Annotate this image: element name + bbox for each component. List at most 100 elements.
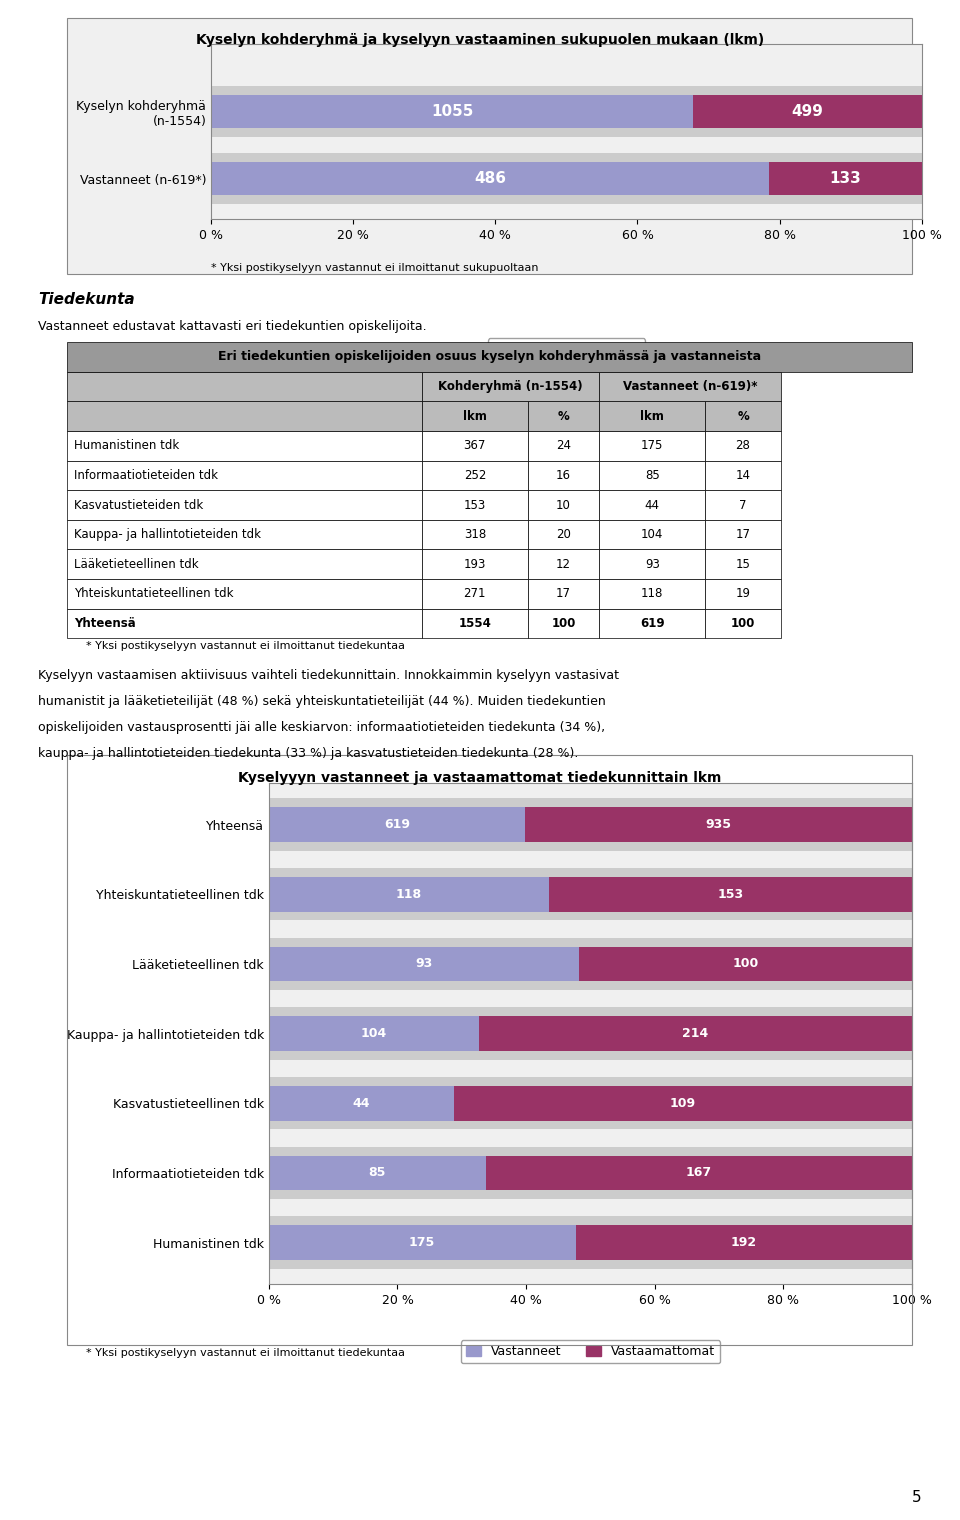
Bar (67, 342, 912, 372)
Bar (422, 550, 528, 579)
Text: %: % (737, 409, 749, 423)
Bar (269, 1146, 912, 1199)
Text: Eri tiedekuntien opiskelijoiden osuus kyselyn kohderyhmässä ja vastanneista: Eri tiedekuntien opiskelijoiden osuus ky… (218, 350, 761, 363)
Bar (422, 401, 528, 432)
Text: 15: 15 (735, 558, 751, 572)
Bar (269, 1017, 479, 1050)
Text: 118: 118 (641, 587, 663, 600)
Text: Humanistinen tdk: Humanistinen tdk (74, 439, 180, 453)
Bar (705, 550, 781, 579)
Bar (599, 491, 705, 520)
Text: Kasvatustieteiden tdk: Kasvatustieteiden tdk (74, 499, 204, 512)
Text: lkm: lkm (463, 409, 487, 423)
Text: 104: 104 (641, 527, 663, 541)
Text: 85: 85 (645, 468, 660, 482)
Text: 12: 12 (556, 558, 571, 572)
Bar (269, 868, 912, 921)
Bar (422, 491, 528, 520)
Text: %: % (558, 409, 569, 423)
Bar (528, 550, 599, 579)
Text: 153: 153 (717, 888, 743, 901)
Text: 44: 44 (645, 499, 660, 512)
Bar (269, 1078, 912, 1129)
Bar (705, 461, 781, 491)
Text: 24: 24 (556, 439, 571, 453)
Bar (67, 550, 422, 579)
Text: 619: 619 (640, 617, 664, 631)
Bar (599, 520, 705, 550)
Bar (211, 94, 693, 128)
Text: 28: 28 (735, 439, 751, 453)
Text: Lääketieteellinen tdk: Lääketieteellinen tdk (74, 558, 199, 572)
Text: 153: 153 (464, 499, 486, 512)
Text: 17: 17 (556, 587, 571, 600)
Bar (525, 807, 912, 842)
Bar (269, 1225, 575, 1260)
Text: 93: 93 (415, 958, 432, 970)
Text: 133: 133 (829, 172, 861, 185)
Text: 10: 10 (556, 499, 571, 512)
Text: 5: 5 (912, 1490, 922, 1505)
Text: kauppa- ja hallintotieteiden tiedekunta (33 %) ja kasvatustieteiden tiedekunta (: kauppa- ja hallintotieteiden tiedekunta … (38, 746, 579, 760)
Bar (599, 432, 705, 461)
Text: 252: 252 (464, 468, 486, 482)
Text: 19: 19 (735, 587, 751, 600)
Text: 100: 100 (732, 958, 758, 970)
Bar (599, 372, 781, 401)
Bar (705, 491, 781, 520)
Text: 214: 214 (683, 1028, 708, 1040)
Text: 104: 104 (361, 1028, 387, 1040)
Legend: Nainen, Mies: Nainen, Mies (488, 339, 645, 362)
Bar (599, 461, 705, 491)
Text: 167: 167 (685, 1166, 712, 1180)
Bar (705, 401, 781, 432)
Bar (422, 579, 528, 610)
Text: * Yksi postikyselyyn vastannut ei ilmoittanut tiedekuntaa: * Yksi postikyselyyn vastannut ei ilmoit… (86, 1348, 405, 1357)
Bar (528, 520, 599, 550)
Bar (422, 461, 528, 491)
Bar (705, 520, 781, 550)
Text: 193: 193 (464, 558, 486, 572)
Text: Vastanneet (n-619)*: Vastanneet (n-619)* (623, 380, 757, 394)
Text: Kyselyn kohderyhmä ja kyselyyn vastaaminen sukupuolen mukaan (lkm): Kyselyn kohderyhmä ja kyselyyn vastaamin… (196, 33, 764, 47)
Bar (67, 401, 422, 432)
Text: 118: 118 (396, 888, 421, 901)
Text: Vastanneet edustavat kattavasti eri tiedekuntien opiskelijoita.: Vastanneet edustavat kattavasti eri tied… (38, 319, 427, 333)
Bar (486, 1155, 912, 1190)
Bar (67, 520, 422, 550)
Bar (599, 579, 705, 610)
Text: Kohderyhmä (n-1554): Kohderyhmä (n-1554) (439, 380, 583, 394)
Bar (211, 87, 922, 137)
Text: 93: 93 (645, 558, 660, 572)
Bar (211, 161, 769, 196)
Bar (269, 1216, 912, 1269)
Text: 100: 100 (731, 617, 756, 631)
Text: Kyselyyyn vastanneet ja vastaamattomat tiedekunnittain lkm: Kyselyyyn vastanneet ja vastaamattomat t… (238, 771, 722, 784)
Bar (269, 1085, 454, 1120)
Bar (269, 798, 912, 851)
Text: Yhteiskuntatieteellinen tdk: Yhteiskuntatieteellinen tdk (74, 587, 233, 600)
Bar (528, 432, 599, 461)
Bar (269, 1008, 912, 1059)
Text: lkm: lkm (640, 409, 664, 423)
Text: 499: 499 (792, 103, 824, 119)
Text: Yhteensä: Yhteensä (74, 617, 135, 631)
Bar (269, 877, 549, 912)
Bar (67, 432, 422, 461)
Text: humanistit ja lääketieteilijät (48 %) sekä yhteiskuntatieteilijät (44 %). Muiden: humanistit ja lääketieteilijät (48 %) se… (38, 695, 606, 708)
Text: Kauppa- ja hallintotieteiden tdk: Kauppa- ja hallintotieteiden tdk (74, 527, 261, 541)
Bar (269, 1155, 486, 1190)
Bar (422, 610, 528, 638)
Bar (528, 401, 599, 432)
Text: opiskelijoiden vastausprosentti jäi alle keskiarvon: informaatiotieteiden tiedek: opiskelijoiden vastausprosentti jäi alle… (38, 720, 606, 734)
Legend: Vastanneet, Vastaamattomat: Vastanneet, Vastaamattomat (461, 1341, 720, 1363)
Bar (705, 432, 781, 461)
Bar (599, 401, 705, 432)
Bar (67, 491, 422, 520)
Bar (67, 610, 422, 638)
Bar (67, 372, 422, 401)
Text: 1055: 1055 (431, 103, 473, 119)
Text: * Yksi postikyselyyn vastannut ei ilmoittanut sukupuoltaan: * Yksi postikyselyyn vastannut ei ilmoit… (211, 263, 539, 272)
Text: 486: 486 (474, 172, 506, 185)
Bar (454, 1085, 912, 1120)
